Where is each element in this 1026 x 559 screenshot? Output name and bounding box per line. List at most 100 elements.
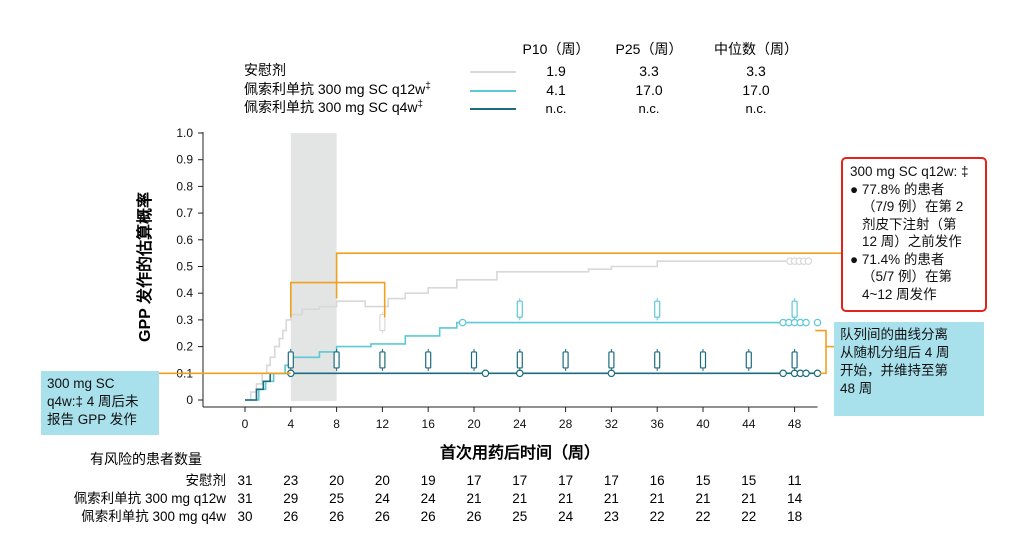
- risk-value-q12w: 21: [512, 491, 527, 506]
- y-tick-label: 0.4: [176, 286, 193, 300]
- error-bar-box-placebo: [379, 313, 386, 332]
- x-tick-label: 4: [287, 417, 294, 431]
- censor-marker-q4w: [779, 369, 787, 378]
- plot-area: 00.10.20.30.40.50.60.70.80.91.00 4 8 12 16 20…: [159, 126, 841, 431]
- censor-marker-q4w: [813, 369, 822, 378]
- error-bar-box-q4w: [791, 351, 798, 369]
- risk-value-placebo: 23: [283, 473, 298, 488]
- q12w-callout-line: （7/9 例）在第 2: [862, 199, 964, 214]
- error-bar-box-q12w: [791, 300, 798, 318]
- risk-value-q4w: 26: [329, 509, 344, 524]
- q12w-callout-title: 300 mg SC q12w: ‡: [850, 164, 969, 179]
- legend-median-placebo: 3.3: [746, 63, 766, 79]
- risk-table-title: 有风险的患者数量: [90, 451, 202, 467]
- legend-label-q12w: 佩索利单抗 300 mg SC q12w‡: [244, 81, 431, 97]
- annotation-bracket-right: [815, 329, 827, 375]
- x-tick-label: 24: [513, 417, 527, 431]
- risk-table: 有风险的患者数量 安慰剂 佩索利单抗 300 mg q12w 佩索利单抗 300…: [74, 451, 803, 524]
- risk-value-placebo: 20: [329, 473, 344, 488]
- legend-p25-q12w: 17.0: [635, 82, 662, 98]
- error-bar-box-q4w: [654, 351, 661, 369]
- risk-value-q4w: 22: [741, 509, 756, 524]
- x-tick-label: 48: [788, 417, 802, 431]
- risk-value-placebo: 20: [375, 473, 390, 488]
- risk-value-q12w: 25: [329, 491, 344, 506]
- series-line-placebo: [245, 260, 807, 401]
- censor-marker-q4w: [515, 369, 524, 378]
- risk-value-q12w: 21: [695, 491, 710, 506]
- error-bar-box-q4w: [745, 351, 752, 369]
- error-bar-box-q4w: [699, 351, 707, 369]
- risk-value-q4w: 18: [787, 509, 802, 524]
- q12w-callout-line: ● 77.8% 的患者: [850, 181, 945, 197]
- censor-marker-q4w: [607, 369, 616, 378]
- separation-callout-line: 队列间的曲线分离: [840, 327, 948, 342]
- risk-value-q4w: 22: [695, 509, 710, 524]
- y-tick-label: 0.3: [176, 313, 193, 327]
- censor-marker-q4w: [802, 369, 810, 378]
- y-tick-label: 0.9: [176, 153, 193, 167]
- risk-value-placebo: 17: [558, 473, 573, 488]
- risk-value-q12w: 21: [741, 491, 756, 506]
- error-bar-box-q4w: [470, 351, 478, 369]
- legend-label-q4w: 佩索利单抗 300 mg SC q4w‡: [244, 99, 423, 115]
- legend-header-p10: P10（周）: [523, 41, 590, 57]
- x-tick-label: 12: [376, 417, 390, 431]
- legend-p25-q4w: n.c.: [639, 101, 660, 116]
- risk-value-placebo: 19: [421, 473, 436, 488]
- error-bar-box-q4w: [379, 351, 386, 369]
- risk-value-placebo: 15: [741, 473, 756, 488]
- x-tick-label: 40: [696, 417, 710, 431]
- censor-marker-q12w: [802, 318, 810, 327]
- q12w-callout-line: 4~12 周发作: [862, 286, 937, 302]
- risk-value-q12w: 14: [787, 491, 803, 506]
- y-axis-title: GPP 发作的估算概率: [135, 192, 154, 342]
- legend-table: P10（周） P25（周） 中位数（周） 安慰剂 1.9 3.3 3.3 佩索利…: [244, 41, 798, 116]
- q12w-callout-line: （5/7 例）在第: [862, 269, 953, 284]
- risk-value-q4w: 26: [421, 509, 436, 524]
- legend-p10-q12w: 4.1: [546, 82, 566, 98]
- risk-value-q12w: 21: [466, 491, 481, 506]
- x-tick-label: 32: [605, 417, 619, 431]
- risk-row-label-q12w: 佩索利单抗 300 mg q12w: [74, 491, 227, 506]
- risk-value-q4w: 26: [466, 509, 481, 524]
- shaded-region: [290, 133, 337, 401]
- x-tick-label: 0: [242, 417, 249, 431]
- q12w-callout-line: 12 周）之前发作: [862, 234, 962, 249]
- annotation-line-q12w: [335, 252, 841, 299]
- q12w-callout: 300 mg SC q12w: ‡ ● 77.8% 的患者 （7/9 例）在第 …: [841, 157, 987, 312]
- y-tick-label: 0.5: [176, 260, 193, 274]
- risk-value-q12w: 31: [237, 491, 252, 506]
- risk-value-q4w: 22: [650, 509, 665, 524]
- risk-value-placebo: 17: [466, 473, 481, 488]
- y-tick-label: 1.0: [176, 126, 193, 140]
- risk-value-q12w: 21: [558, 491, 573, 506]
- separation-callout-line: 从随机分组后 4 周: [840, 345, 950, 360]
- risk-value-q12w: 21: [604, 491, 619, 506]
- legend-header-median: 中位数（周）: [714, 41, 798, 57]
- error-bar-box-q4w: [333, 351, 340, 369]
- separation-callout-line: 48 周: [840, 381, 873, 396]
- censor-marker-placebo: [804, 257, 813, 265]
- error-bar-box-q12w: [516, 300, 523, 318]
- separation-callout: 队列间的曲线分离 从随机分组后 4 周 开始，并维持至第 48 周: [834, 322, 984, 416]
- error-bar-box-q12w: [654, 300, 661, 318]
- x-tick-label: 16: [422, 417, 436, 431]
- legend-p10-placebo: 1.9: [546, 63, 566, 79]
- x-tick-label: 8: [333, 417, 340, 431]
- censor-marker-q12w: [458, 318, 467, 327]
- separation-callout-line: 开始，并维持至第: [840, 363, 948, 378]
- series-line-q12w: [245, 321, 807, 401]
- q4w-callout-line: 300 mg SC: [47, 376, 115, 391]
- risk-value-q4w: 24: [558, 509, 574, 524]
- annotation-bracket-4-12: [289, 281, 386, 318]
- risk-value-q12w: 21: [650, 491, 665, 506]
- q12w-callout-line: ● 71.4% 的患者: [850, 251, 945, 267]
- x-axis-title: 首次用药后时间（周）: [440, 443, 600, 462]
- risk-value-placebo: 17: [512, 473, 527, 488]
- risk-value-placebo: 16: [650, 473, 665, 488]
- q4w-callout-line: q4w:‡ 4 周后未: [47, 394, 139, 409]
- risk-value-q4w: 25: [512, 509, 527, 524]
- q12w-callout-line: 剂皮下注射（第: [862, 216, 957, 232]
